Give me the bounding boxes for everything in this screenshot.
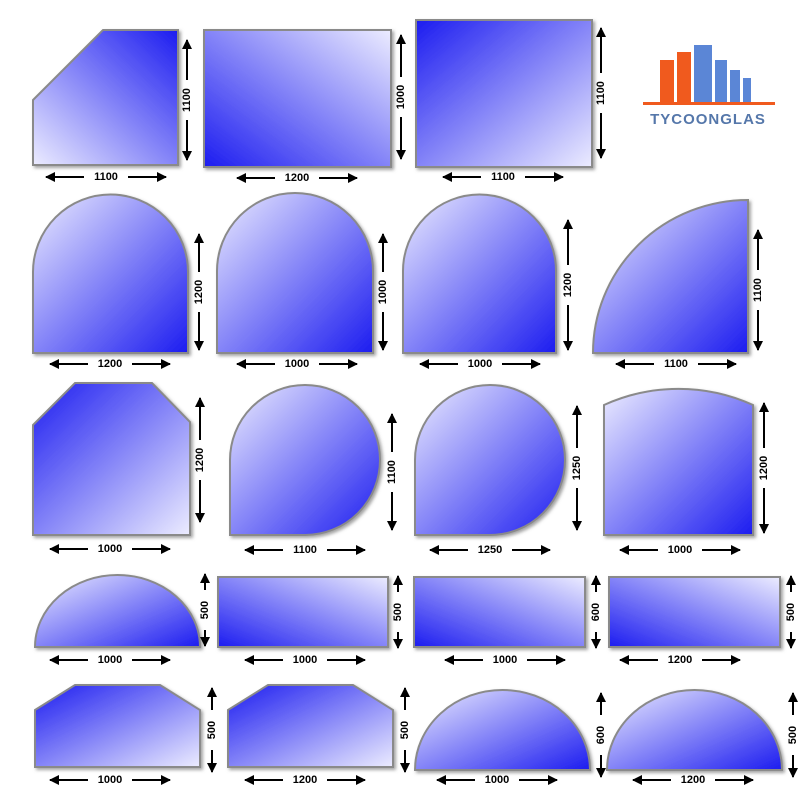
width-label: 1000 <box>293 654 317 666</box>
glass-shape <box>605 689 784 771</box>
glass-shape <box>32 382 191 536</box>
glass-shape <box>216 192 374 354</box>
width-label: 1100 <box>293 544 317 556</box>
glass-shape <box>414 384 566 536</box>
glass-shape <box>415 19 593 168</box>
width-label: 1000 <box>285 358 309 370</box>
glass-shape <box>413 576 586 648</box>
height-label: 500 <box>392 603 404 621</box>
height-label: 1200 <box>194 448 206 472</box>
glass-shape <box>217 576 389 648</box>
height-label: 1200 <box>562 273 574 297</box>
height-label: 1100 <box>752 278 764 302</box>
width-label: 1100 <box>664 358 688 370</box>
glass-shape <box>34 684 201 768</box>
width-label: 1000 <box>98 774 122 786</box>
logo-bar <box>743 78 751 102</box>
height-label: 500 <box>399 721 411 739</box>
width-label: 1200 <box>668 654 692 666</box>
height-label: 1200 <box>758 456 770 480</box>
width-label: 1000 <box>493 654 517 666</box>
glass-shape <box>227 684 394 768</box>
logo-bar <box>677 52 691 102</box>
logo-line <box>643 102 775 105</box>
width-label: 1000 <box>98 543 122 555</box>
glass-shape <box>402 193 557 354</box>
height-label: 500 <box>785 603 797 621</box>
height-label: 1250 <box>571 456 583 480</box>
width-label: 1100 <box>491 171 515 183</box>
logo-text: TYCOONGLAS <box>650 111 766 128</box>
height-label: 1100 <box>181 88 193 112</box>
glass-shape <box>32 193 189 354</box>
width-label: 1200 <box>293 774 317 786</box>
width-label: 1200 <box>285 172 309 184</box>
height-label: 1000 <box>377 280 389 304</box>
glass-shape <box>603 387 754 536</box>
glass-shape <box>32 29 179 166</box>
glass-shape <box>608 576 781 648</box>
width-label: 1200 <box>681 774 705 786</box>
height-label: 1100 <box>595 81 607 105</box>
width-label: 1000 <box>98 654 122 666</box>
height-label: 1000 <box>395 85 407 109</box>
width-label: 1000 <box>485 774 509 786</box>
width-label: 1100 <box>94 171 118 183</box>
width-label: 1250 <box>478 544 502 556</box>
glass-shape <box>229 384 381 536</box>
logo: TYCOONGLAS <box>643 45 775 128</box>
height-label: 500 <box>199 601 211 619</box>
height-label: 600 <box>590 603 602 621</box>
logo-bar <box>694 45 712 102</box>
width-label: 1000 <box>668 544 692 556</box>
glass-shape <box>413 689 592 771</box>
glass-shape <box>591 198 749 354</box>
width-label: 1200 <box>98 358 122 370</box>
height-label: 1200 <box>193 280 205 304</box>
height-label: 500 <box>206 721 218 739</box>
logo-bar <box>715 60 727 102</box>
glass-shape <box>33 574 202 648</box>
height-label: 600 <box>595 726 607 744</box>
height-label: 1100 <box>386 460 398 484</box>
glass-shape <box>203 29 392 168</box>
logo-bar <box>730 70 740 102</box>
height-label: 500 <box>787 726 799 744</box>
width-label: 1000 <box>468 358 492 370</box>
logo-bar <box>660 60 674 102</box>
